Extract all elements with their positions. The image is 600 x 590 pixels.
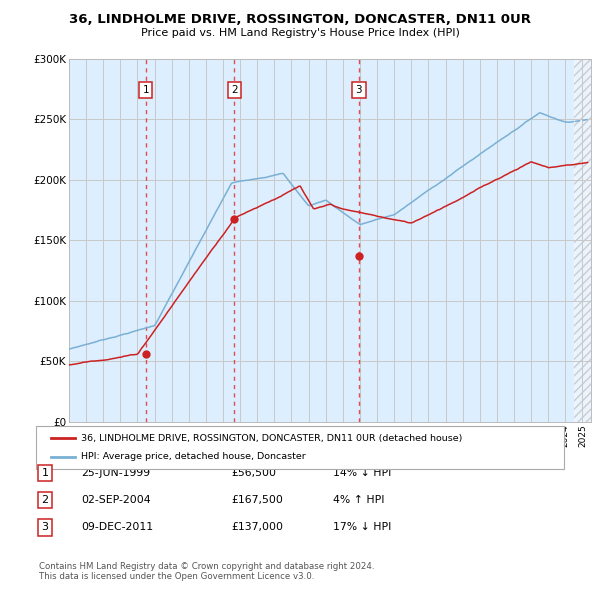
Text: 1: 1	[41, 468, 49, 478]
Text: 2: 2	[41, 496, 49, 505]
Text: 36, LINDHOLME DRIVE, ROSSINGTON, DONCASTER, DN11 0UR (detached house): 36, LINDHOLME DRIVE, ROSSINGTON, DONCAST…	[81, 434, 463, 442]
Text: HPI: Average price, detached house, Doncaster: HPI: Average price, detached house, Donc…	[81, 453, 306, 461]
Text: 02-SEP-2004: 02-SEP-2004	[81, 496, 151, 505]
Text: 4% ↑ HPI: 4% ↑ HPI	[333, 496, 385, 505]
Text: 17% ↓ HPI: 17% ↓ HPI	[333, 523, 391, 532]
Text: 1: 1	[142, 85, 149, 95]
Text: £137,000: £137,000	[231, 523, 283, 532]
Text: 36, LINDHOLME DRIVE, ROSSINGTON, DONCASTER, DN11 0UR: 36, LINDHOLME DRIVE, ROSSINGTON, DONCAST…	[69, 13, 531, 26]
Text: 3: 3	[41, 523, 49, 532]
Text: £167,500: £167,500	[231, 496, 283, 505]
Text: 3: 3	[356, 85, 362, 95]
Text: £56,500: £56,500	[231, 468, 276, 478]
Text: 2: 2	[231, 85, 238, 95]
Bar	[574, 59, 591, 422]
Text: 09-DEC-2011: 09-DEC-2011	[81, 523, 153, 532]
Text: Price paid vs. HM Land Registry's House Price Index (HPI): Price paid vs. HM Land Registry's House …	[140, 28, 460, 38]
Bar	[574, 59, 591, 422]
Text: 25-JUN-1999: 25-JUN-1999	[81, 468, 150, 478]
Text: 14% ↓ HPI: 14% ↓ HPI	[333, 468, 391, 478]
Text: Contains HM Land Registry data © Crown copyright and database right 2024.
This d: Contains HM Land Registry data © Crown c…	[39, 562, 374, 581]
